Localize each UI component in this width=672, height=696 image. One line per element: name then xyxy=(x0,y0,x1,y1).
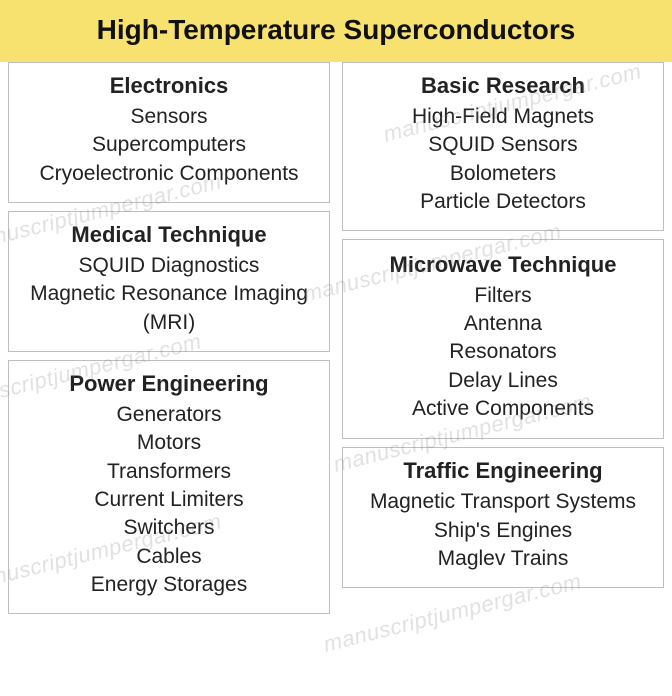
category-item: Supercomputers xyxy=(15,131,323,159)
category-item: Filters xyxy=(349,282,657,310)
category-item: Switchers xyxy=(15,514,323,542)
category-item: Motors xyxy=(15,429,323,457)
category-item: Magnetic Resonance Imaging (MRI) xyxy=(15,280,323,337)
content-columns: Electronics SensorsSupercomputersCryoelec… xyxy=(0,62,672,622)
category-item: Ship's Engines xyxy=(349,517,657,545)
category-heading: Microwave Technique xyxy=(349,252,657,278)
category-item: Generators xyxy=(15,401,323,429)
category-heading: Electronics xyxy=(15,73,323,99)
category-heading: Medical Technique xyxy=(15,222,323,248)
category-item: Delay Lines xyxy=(349,367,657,395)
category-item: Current Limiters xyxy=(15,486,323,514)
right-column: Basic Research High-Field MagnetsSQUID Se… xyxy=(336,62,664,622)
category-box: Electronics SensorsSupercomputersCryoelec… xyxy=(8,62,330,203)
left-column: Electronics SensorsSupercomputersCryoelec… xyxy=(8,62,336,622)
category-heading: Basic Research xyxy=(349,73,657,99)
category-item: Particle Detectors xyxy=(349,188,657,216)
category-item: Antenna xyxy=(349,310,657,338)
category-box: Medical Technique SQUID DiagnosticsMagnet… xyxy=(8,211,330,352)
category-item: Sensors xyxy=(15,103,323,131)
category-box: Microwave Technique FiltersAntennaResonat… xyxy=(342,239,664,439)
category-box: Traffic Engineering Magnetic Transport Sy… xyxy=(342,447,664,588)
category-item: Energy Storages xyxy=(15,571,323,599)
category-box: Basic Research High-Field MagnetsSQUID Se… xyxy=(342,62,664,231)
category-item: High-Field Magnets xyxy=(349,103,657,131)
category-item: SQUID Sensors xyxy=(349,131,657,159)
category-box: Power Engineering GeneratorsMotorsTransfo… xyxy=(8,360,330,614)
category-item: Transformers xyxy=(15,458,323,486)
category-item: Resonators xyxy=(349,338,657,366)
category-heading: Traffic Engineering xyxy=(349,458,657,484)
category-item: SQUID Diagnostics xyxy=(15,252,323,280)
category-item: Maglev Trains xyxy=(349,545,657,573)
category-heading: Power Engineering xyxy=(15,371,323,397)
category-item: Cables xyxy=(15,543,323,571)
page-title: High-Temperature Superconductors xyxy=(0,0,672,62)
category-item: Bolometers xyxy=(349,160,657,188)
category-item: Active Components xyxy=(349,395,657,423)
title-text: High-Temperature Superconductors xyxy=(97,14,576,45)
category-item: Magnetic Transport Systems xyxy=(349,488,657,516)
category-item: Cryoelectronic Components xyxy=(15,160,323,188)
